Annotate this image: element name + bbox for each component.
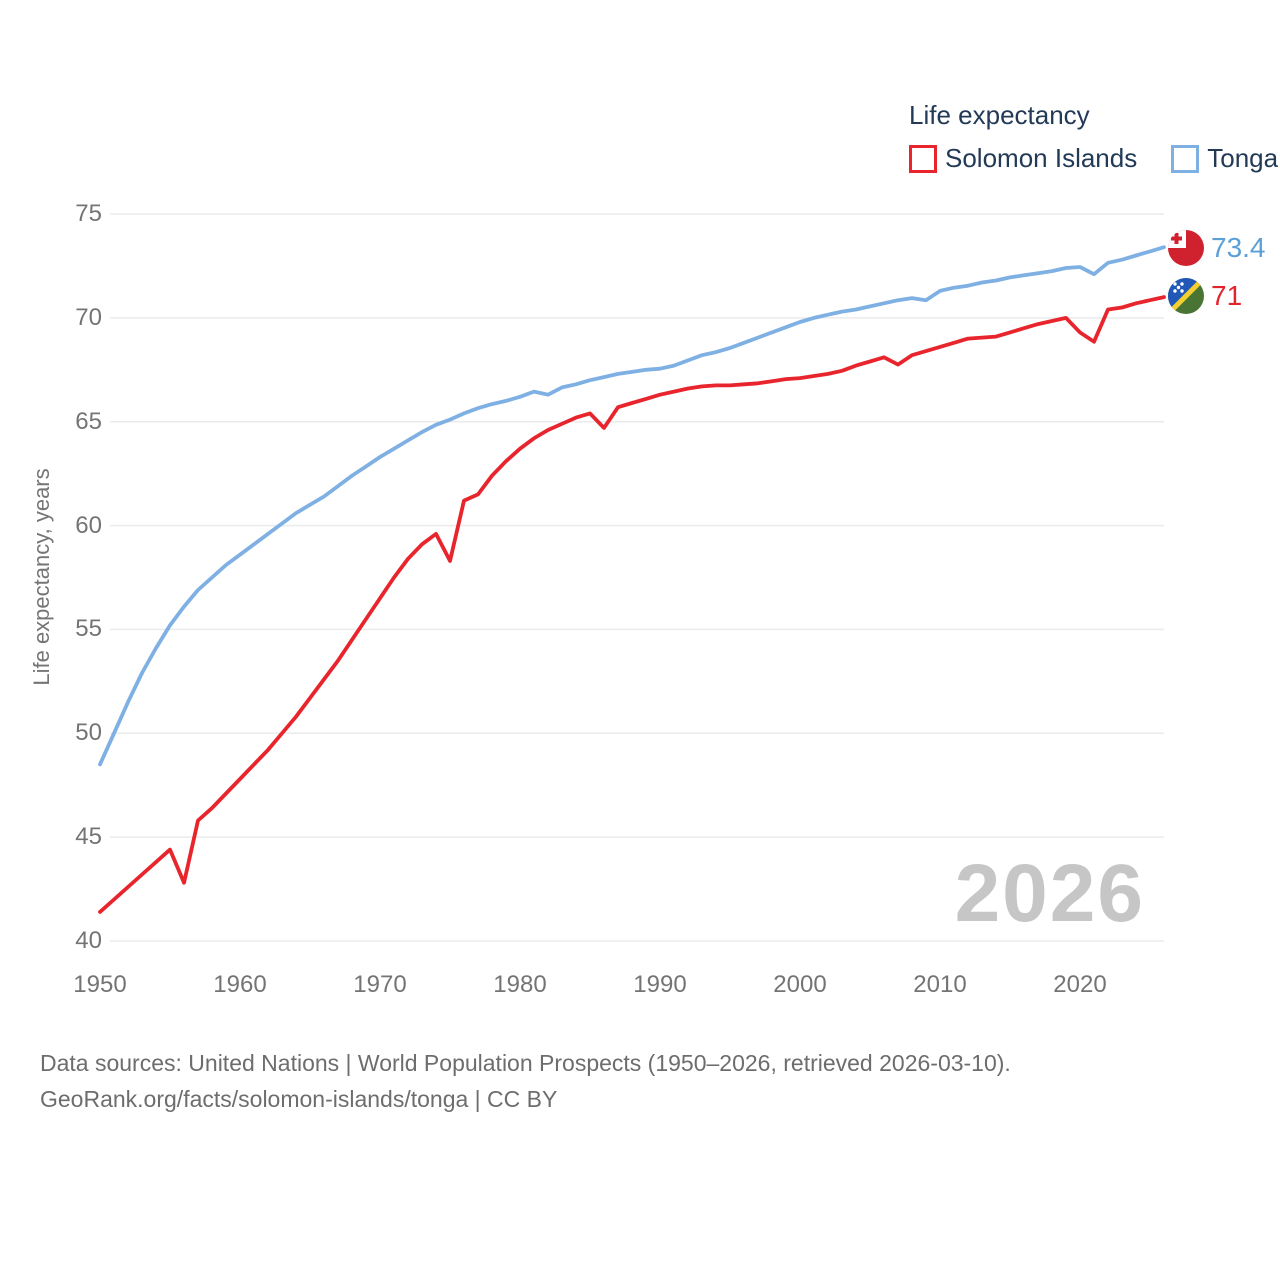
x-tick-label: 1990 — [633, 971, 687, 998]
tonga-end-label: 73.4 — [1167, 229, 1266, 267]
watermark-year: 2026 — [954, 848, 1145, 939]
legend-item-label: Solomon Islands — [945, 143, 1138, 173]
y-tick-label: 70 — [75, 303, 102, 331]
tonga-flag-icon — [1168, 230, 1204, 266]
solomon-islands-flag-icon — [1168, 278, 1204, 314]
x-tick-label: 2010 — [913, 971, 967, 998]
tonga-end-value: 73.4 — [1211, 232, 1266, 263]
legend-item-solomon-islands[interactable]: Solomon Islands — [909, 143, 1137, 174]
y-tick-label: 50 — [75, 719, 102, 747]
y-tick-label: 75 — [75, 200, 102, 227]
y-axis-title: Life expectancy, years — [29, 468, 54, 686]
solomon-islands-end-value: 71 — [1211, 280, 1243, 311]
series-line-solomon-islands — [98, 295, 1166, 914]
tonga-swatch-icon — [1171, 144, 1200, 173]
footer-line-2: GeoRank.org/facts/solomon-islands/tonga … — [40, 1085, 558, 1112]
y-tick-label: 55 — [75, 615, 102, 643]
legend-items: Solomon Islands Tonga — [909, 143, 1278, 174]
x-tick-label: 1950 — [73, 971, 127, 998]
x-tick-label: 1980 — [493, 971, 547, 998]
x-tick-label: 2020 — [1053, 971, 1107, 998]
legend-item-tonga[interactable]: Tonga — [1171, 143, 1278, 174]
x-tick-label: 1960 — [213, 971, 267, 998]
x-tick-label: 1970 — [353, 971, 407, 998]
y-tick-label: 60 — [75, 511, 102, 539]
solomon-islands-end-label: 71 — [1167, 277, 1242, 315]
legend-title: Life expectancy — [909, 100, 1090, 130]
solomon-islands-swatch-icon — [909, 144, 937, 173]
x-tick-label: 2000 — [773, 971, 827, 998]
footer-line-1: Data sources: United Nations | World Pop… — [40, 1050, 1011, 1076]
series-line-tonga — [98, 245, 1166, 767]
y-tick-label: 40 — [75, 927, 102, 954]
y-tick-label: 65 — [75, 407, 102, 435]
footer-sources: Data sources: United Nations | World Pop… — [40, 1046, 1240, 1117]
legend: Life expectancy Solomon Islands Tonga — [909, 100, 1278, 174]
legend-item-label: Tonga — [1207, 143, 1279, 173]
y-tick-label: 45 — [75, 823, 102, 851]
